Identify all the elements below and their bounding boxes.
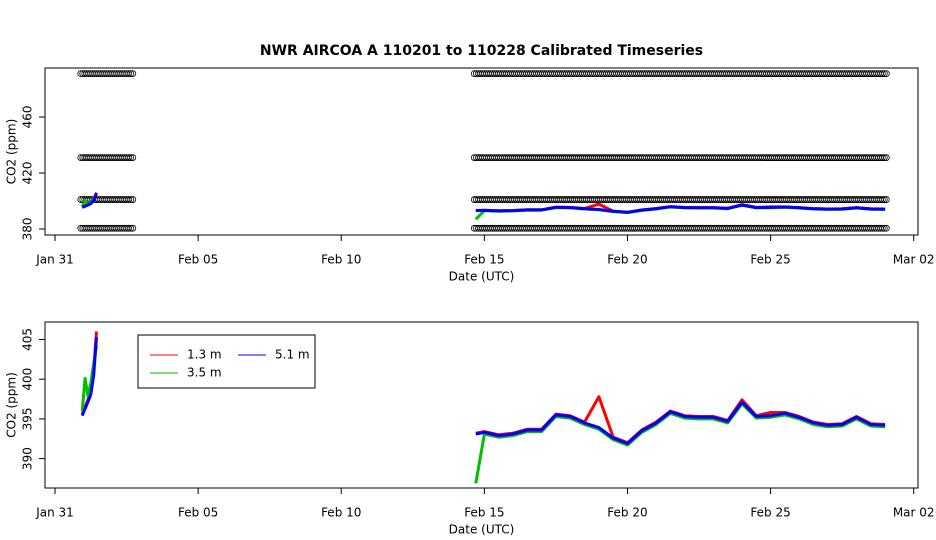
- x-tick-label: Mar 02: [893, 506, 935, 520]
- standard-points: [77, 154, 137, 161]
- x-tick-label: Feb 20: [607, 253, 647, 267]
- standard-points: [470, 70, 890, 77]
- x-tick-label: Mar 02: [893, 253, 935, 267]
- y-tick-label: 395: [21, 407, 35, 430]
- standard-points: [77, 196, 137, 203]
- x-tick-label: Feb 25: [750, 253, 790, 267]
- standard-points: [77, 70, 137, 77]
- y-tick-label: 380: [21, 218, 35, 241]
- standard-points: [470, 224, 890, 232]
- series-line: [80, 336, 886, 445]
- y-tick-label: 405: [21, 328, 35, 351]
- x-tick-label: Feb 10: [321, 253, 361, 267]
- x-tick-label: Jan 31: [35, 253, 74, 267]
- x-axis-label: Date (UTC): [449, 523, 515, 537]
- plot-frame: [44, 67, 919, 236]
- series-line: [81, 193, 886, 214]
- legend-box: [137, 334, 316, 389]
- y-axis-label: CO2 (ppm): [5, 119, 19, 185]
- x-tick-label: Feb 20: [607, 506, 647, 520]
- x-tick-label: Feb 05: [178, 253, 218, 267]
- y-tick-label: 460: [21, 106, 35, 129]
- y-tick-label: 400: [21, 368, 35, 391]
- plot-frame: [44, 321, 919, 489]
- legend-label: 3.5 m: [187, 366, 222, 380]
- chart-title: NWR AIRCOA A 110201 to 110228 Calibrated…: [260, 43, 703, 59]
- x-tick-label: Feb 15: [464, 506, 504, 520]
- standard-points: [470, 154, 890, 161]
- y-tick-label: 390: [21, 447, 35, 470]
- x-tick-label: Jan 31: [35, 506, 74, 520]
- x-tick-label: Feb 15: [464, 253, 504, 267]
- x-tick-label: Feb 10: [321, 506, 361, 520]
- x-tick-label: Feb 05: [178, 506, 218, 520]
- standard-points: [77, 224, 137, 232]
- y-tick-label: 420: [21, 162, 35, 185]
- x-tick-label: Feb 25: [750, 506, 790, 520]
- legend-label: 1.3 m: [187, 348, 222, 362]
- x-axis-label: Date (UTC): [449, 270, 515, 284]
- legend-label: 5.1 m: [275, 348, 310, 362]
- y-axis-label: CO2 (ppm): [5, 372, 19, 438]
- standard-points: [470, 196, 890, 203]
